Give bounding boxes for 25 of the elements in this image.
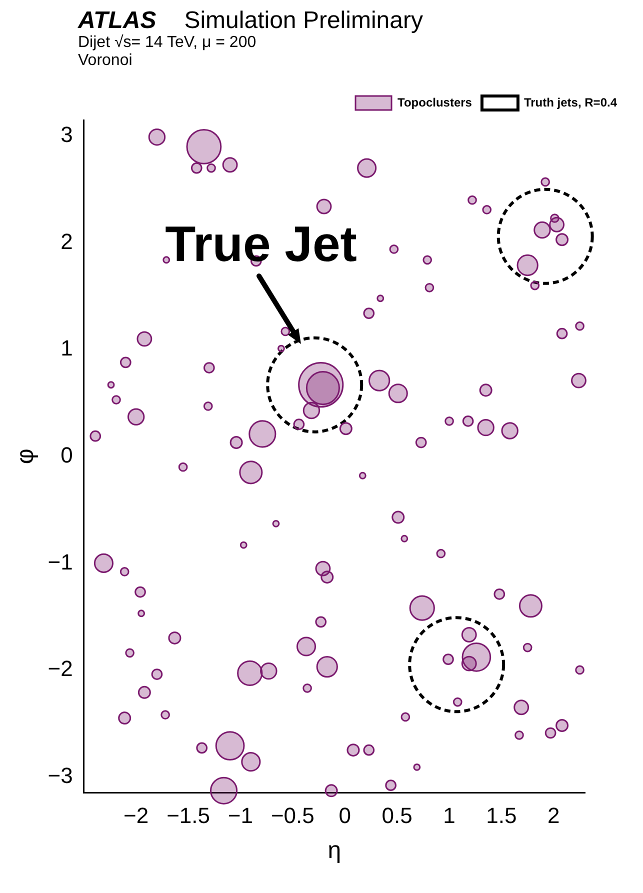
chart-title: ATLAS (78, 7, 156, 34)
x-tick-label: −1 (228, 802, 254, 828)
x-tick-label: 1.5 (486, 802, 517, 828)
y-tick-label: 0 (60, 442, 73, 468)
chart-subtitle: Simulation Preliminary (184, 7, 423, 34)
x-tick-label: 0 (338, 802, 352, 828)
y-tick-label: 2 (60, 228, 73, 254)
text: Voronoi (78, 52, 134, 70)
x-tick-label: −1.5 (166, 802, 210, 828)
x-tick-label: −0.5 (270, 802, 314, 828)
x-tick-label: 2 (548, 802, 560, 828)
x-tick-label: 0.5 (382, 802, 412, 828)
legend-label: Topoclusters (398, 94, 472, 109)
x-tick-label: 1 (443, 802, 456, 828)
annotation: True Jet (164, 216, 358, 272)
y-tick-label: −2 (48, 656, 73, 681)
y-tick-label: −1 (48, 548, 73, 574)
legend-label: Truth jets, R=0.4 (524, 94, 618, 109)
y-tick-label: 1 (60, 335, 73, 360)
y-axis-title: φ (12, 448, 40, 464)
y-tick-label: −3 (48, 762, 73, 788)
y-tick-label: 3 (60, 122, 73, 147)
x-tick-label: −2 (124, 802, 149, 828)
x-axis-title: η (328, 836, 342, 864)
text: Dijet √s= 14 TeV, μ = 200 (78, 34, 258, 52)
